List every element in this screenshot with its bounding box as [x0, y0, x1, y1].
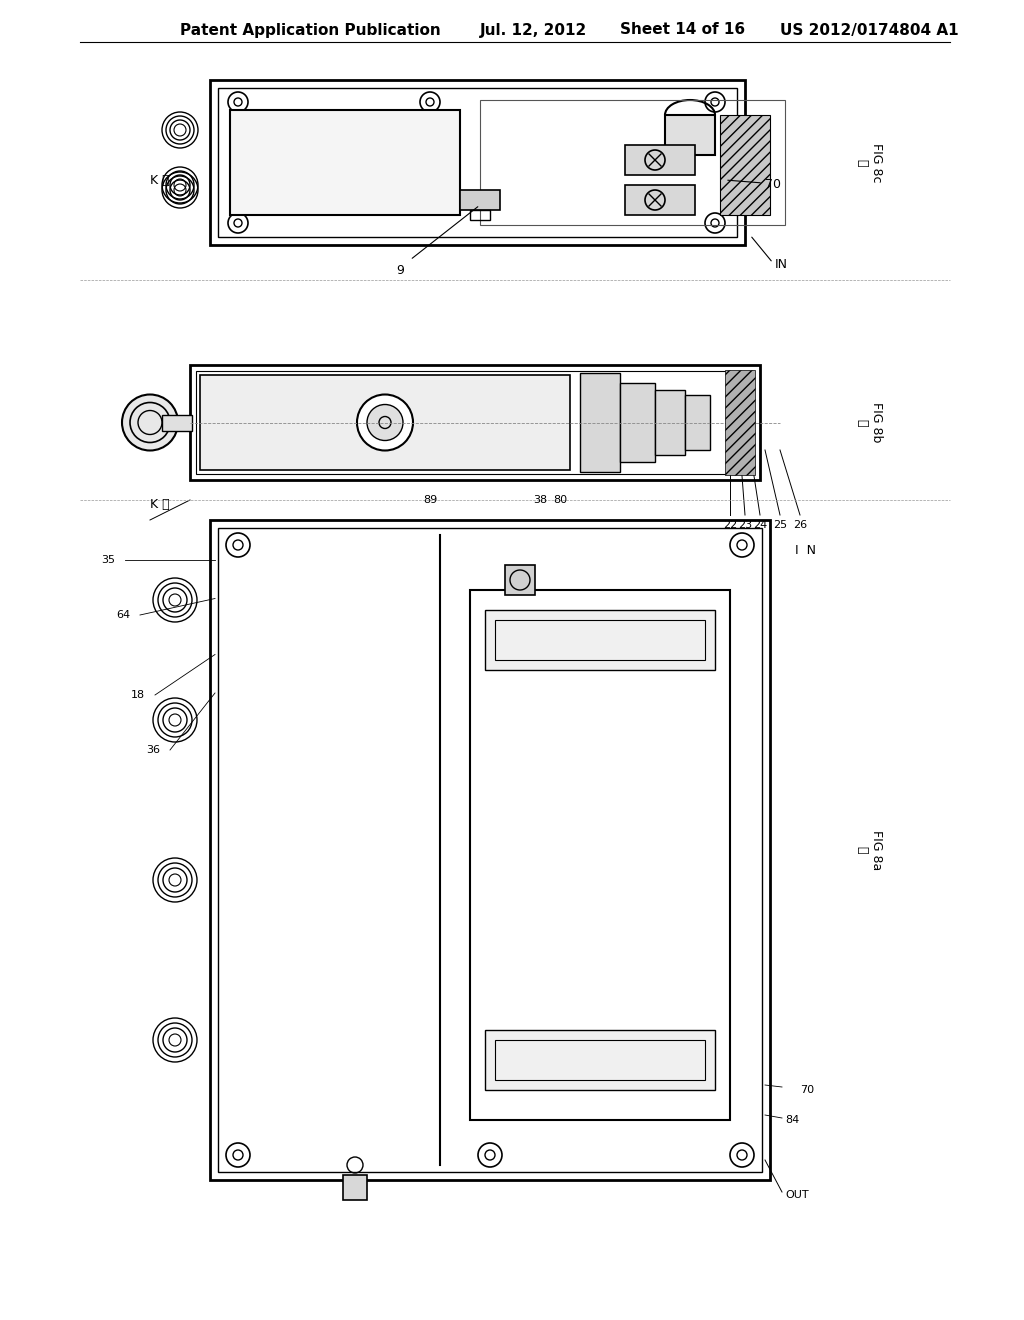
Text: Jul. 12, 2012: Jul. 12, 2012: [480, 22, 587, 37]
Text: Patent Application Publication: Patent Application Publication: [180, 22, 440, 37]
Text: 图: 图: [855, 846, 868, 854]
Text: IN: IN: [775, 259, 788, 272]
Text: 18: 18: [131, 690, 145, 700]
Text: US 2012/0174804 A1: US 2012/0174804 A1: [780, 22, 958, 37]
Text: 89: 89: [423, 495, 437, 506]
Circle shape: [357, 395, 413, 450]
Bar: [720, 115, 770, 215]
Bar: [495, 620, 705, 660]
Bar: [470, 590, 730, 1119]
Text: FIG 8c: FIG 8c: [870, 143, 883, 182]
Bar: [230, 110, 460, 215]
Text: 38: 38: [532, 495, 547, 506]
Bar: [725, 370, 755, 475]
Bar: [190, 366, 760, 480]
Bar: [470, 210, 490, 220]
Bar: [218, 528, 762, 1172]
Text: Sheet 14 of 16: Sheet 14 of 16: [620, 22, 745, 37]
Bar: [655, 389, 685, 455]
Text: 26: 26: [793, 520, 807, 531]
Bar: [196, 371, 754, 474]
Text: 70: 70: [765, 178, 781, 191]
Bar: [505, 565, 535, 595]
Bar: [343, 1175, 367, 1200]
Text: FIG 8a: FIG 8a: [870, 830, 883, 870]
Text: K 图: K 图: [151, 499, 170, 511]
Bar: [200, 375, 570, 470]
Text: 图: 图: [855, 158, 868, 166]
Bar: [495, 1040, 705, 1080]
Circle shape: [122, 395, 178, 450]
Text: K 图: K 图: [150, 173, 170, 186]
Bar: [665, 115, 715, 154]
Text: 图: 图: [855, 418, 868, 426]
Bar: [210, 520, 770, 1180]
Bar: [625, 145, 695, 176]
Bar: [460, 190, 500, 210]
Text: 35: 35: [101, 554, 115, 565]
Bar: [625, 185, 695, 215]
Text: FIG 8b: FIG 8b: [870, 403, 883, 442]
Text: 25: 25: [773, 520, 787, 531]
Circle shape: [367, 404, 403, 441]
Bar: [218, 88, 737, 238]
Text: 36: 36: [146, 744, 160, 755]
Text: 64: 64: [116, 610, 130, 620]
Text: I  N: I N: [795, 544, 816, 557]
Text: 70: 70: [800, 1085, 814, 1096]
Bar: [620, 383, 655, 462]
Bar: [210, 81, 745, 246]
Bar: [485, 610, 715, 671]
Bar: [162, 414, 193, 430]
Bar: [485, 1030, 715, 1090]
Text: 84: 84: [785, 1115, 800, 1125]
Text: 24: 24: [753, 520, 767, 531]
Bar: [480, 100, 785, 224]
Text: 22: 22: [723, 520, 737, 531]
Text: 9: 9: [396, 264, 403, 276]
Text: 80: 80: [553, 495, 567, 506]
Bar: [685, 395, 710, 450]
Text: OUT: OUT: [785, 1191, 809, 1200]
Bar: [580, 374, 620, 473]
Text: 23: 23: [738, 520, 752, 531]
